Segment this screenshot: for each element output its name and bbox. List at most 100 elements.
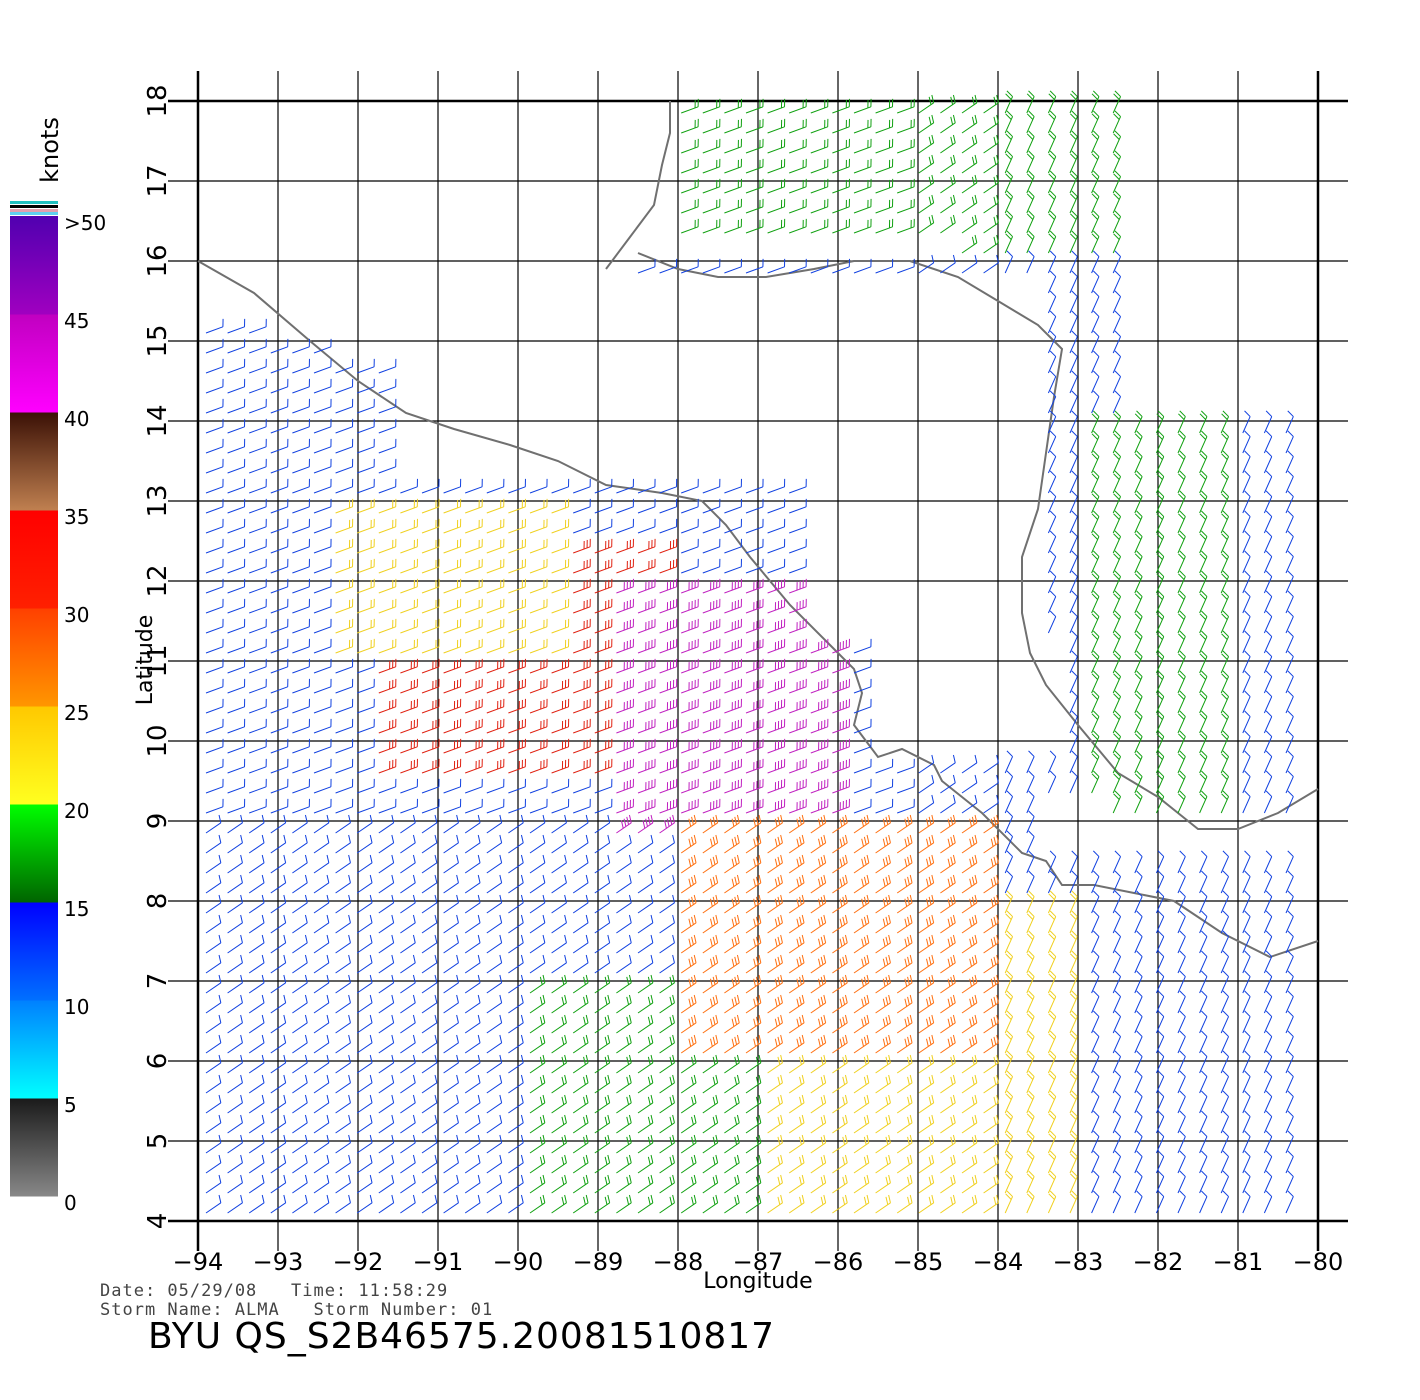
wind-barb bbox=[292, 1014, 308, 1034]
wind-barb bbox=[918, 954, 935, 974]
wind-barb bbox=[1220, 930, 1230, 954]
wind-barb bbox=[1004, 910, 1014, 934]
wind-barb bbox=[745, 738, 764, 754]
wind-barb bbox=[702, 478, 721, 494]
wind-barb bbox=[1026, 1070, 1035, 1094]
wind-barb bbox=[292, 378, 310, 394]
wind-barb bbox=[789, 778, 807, 794]
wind-barb bbox=[724, 178, 742, 194]
wind-barb bbox=[551, 1094, 567, 1114]
wind-barb bbox=[529, 1174, 546, 1194]
wind-barb bbox=[335, 1054, 351, 1074]
wind-barb bbox=[227, 358, 246, 374]
wind-barb bbox=[486, 1094, 503, 1114]
wind-barb bbox=[573, 538, 591, 554]
wind-barb bbox=[508, 814, 524, 834]
wind-barb bbox=[270, 1194, 287, 1214]
wind-barb bbox=[270, 438, 289, 454]
wind-barb bbox=[616, 1054, 632, 1074]
wind-barb bbox=[616, 874, 632, 894]
wind-barb bbox=[1026, 190, 1035, 214]
wind-barb bbox=[1155, 950, 1165, 974]
wind-barb bbox=[1242, 590, 1251, 614]
wind-barb bbox=[1112, 610, 1122, 634]
wind-barb bbox=[400, 738, 418, 754]
wind-barb bbox=[248, 994, 265, 1014]
wind-barb bbox=[1091, 990, 1100, 1014]
wind-barb bbox=[1220, 670, 1230, 694]
wind-barb bbox=[313, 578, 332, 594]
wind-barb bbox=[745, 258, 764, 274]
wind-barb bbox=[788, 974, 805, 994]
wind-barb bbox=[421, 894, 438, 914]
wind-barb bbox=[767, 974, 783, 994]
wind-barb bbox=[1242, 1010, 1251, 1034]
wind-barb bbox=[616, 738, 634, 754]
wind-barb bbox=[702, 834, 719, 854]
wind-barb bbox=[637, 538, 656, 554]
wind-barb bbox=[464, 1114, 481, 1134]
wind-barb bbox=[1155, 1110, 1165, 1134]
wind-barb bbox=[724, 138, 742, 154]
wind-barb bbox=[1047, 550, 1057, 574]
wind-barb bbox=[508, 638, 526, 654]
wind-barb bbox=[1069, 350, 1078, 374]
wind-barb bbox=[1285, 1070, 1294, 1094]
wind-barb bbox=[616, 934, 632, 954]
wind-barb bbox=[313, 398, 332, 414]
wind-barb bbox=[270, 478, 289, 494]
wind-barb bbox=[508, 678, 526, 694]
wind-barb bbox=[961, 194, 978, 214]
wind-barb bbox=[356, 1174, 373, 1194]
wind-barb bbox=[832, 994, 848, 1014]
wind-barb bbox=[1263, 890, 1273, 914]
wind-barb bbox=[1177, 1130, 1186, 1154]
wind-barb bbox=[853, 638, 872, 654]
wind-barb bbox=[529, 698, 548, 714]
wind-barb bbox=[464, 1194, 481, 1214]
wind-barb bbox=[1242, 710, 1251, 734]
wind-barb bbox=[1155, 930, 1165, 954]
wind-barb bbox=[1091, 970, 1100, 994]
wind-barb bbox=[788, 1134, 805, 1154]
wind-barb bbox=[205, 478, 224, 494]
wind-barb bbox=[1263, 1130, 1273, 1154]
wind-barb bbox=[810, 138, 829, 154]
wind-barb bbox=[551, 478, 570, 494]
wind-barb bbox=[1047, 910, 1057, 934]
wind-barb bbox=[356, 894, 373, 914]
x-tick-label: −94 bbox=[173, 1248, 224, 1276]
wind-barb bbox=[594, 1174, 611, 1194]
wind-barb bbox=[421, 934, 438, 954]
wind-barb bbox=[486, 1194, 503, 1214]
wind-barb bbox=[292, 894, 308, 914]
wind-barb bbox=[680, 1114, 697, 1134]
wind-barb bbox=[940, 154, 956, 174]
wind-barb bbox=[1199, 1130, 1208, 1154]
wind-barb bbox=[400, 1054, 416, 1074]
wind-barb bbox=[875, 118, 894, 134]
wind-barb bbox=[832, 118, 850, 134]
wind-barb bbox=[918, 194, 935, 214]
wind-barb bbox=[1220, 1150, 1230, 1174]
wind-barb bbox=[1285, 930, 1294, 954]
wind-barb bbox=[205, 1114, 222, 1134]
wind-barb bbox=[335, 894, 351, 914]
wind-barb bbox=[594, 1014, 611, 1034]
wind-barb bbox=[1285, 530, 1294, 554]
wind-barb bbox=[313, 1194, 330, 1214]
wind-barb bbox=[205, 438, 224, 454]
wind-barb bbox=[443, 618, 462, 634]
wind-barb bbox=[572, 834, 589, 854]
wind-barb bbox=[421, 498, 440, 514]
wind-barb bbox=[400, 758, 418, 774]
wind-barb bbox=[1263, 630, 1273, 654]
wind-barb bbox=[205, 498, 224, 514]
wind-barb bbox=[400, 498, 418, 514]
wind-barb bbox=[356, 874, 373, 894]
wind-barb bbox=[1004, 870, 1014, 894]
wind-barb bbox=[227, 974, 243, 994]
wind-barb bbox=[680, 1014, 697, 1034]
wind-barb bbox=[961, 814, 978, 834]
wind-barb bbox=[594, 994, 611, 1014]
